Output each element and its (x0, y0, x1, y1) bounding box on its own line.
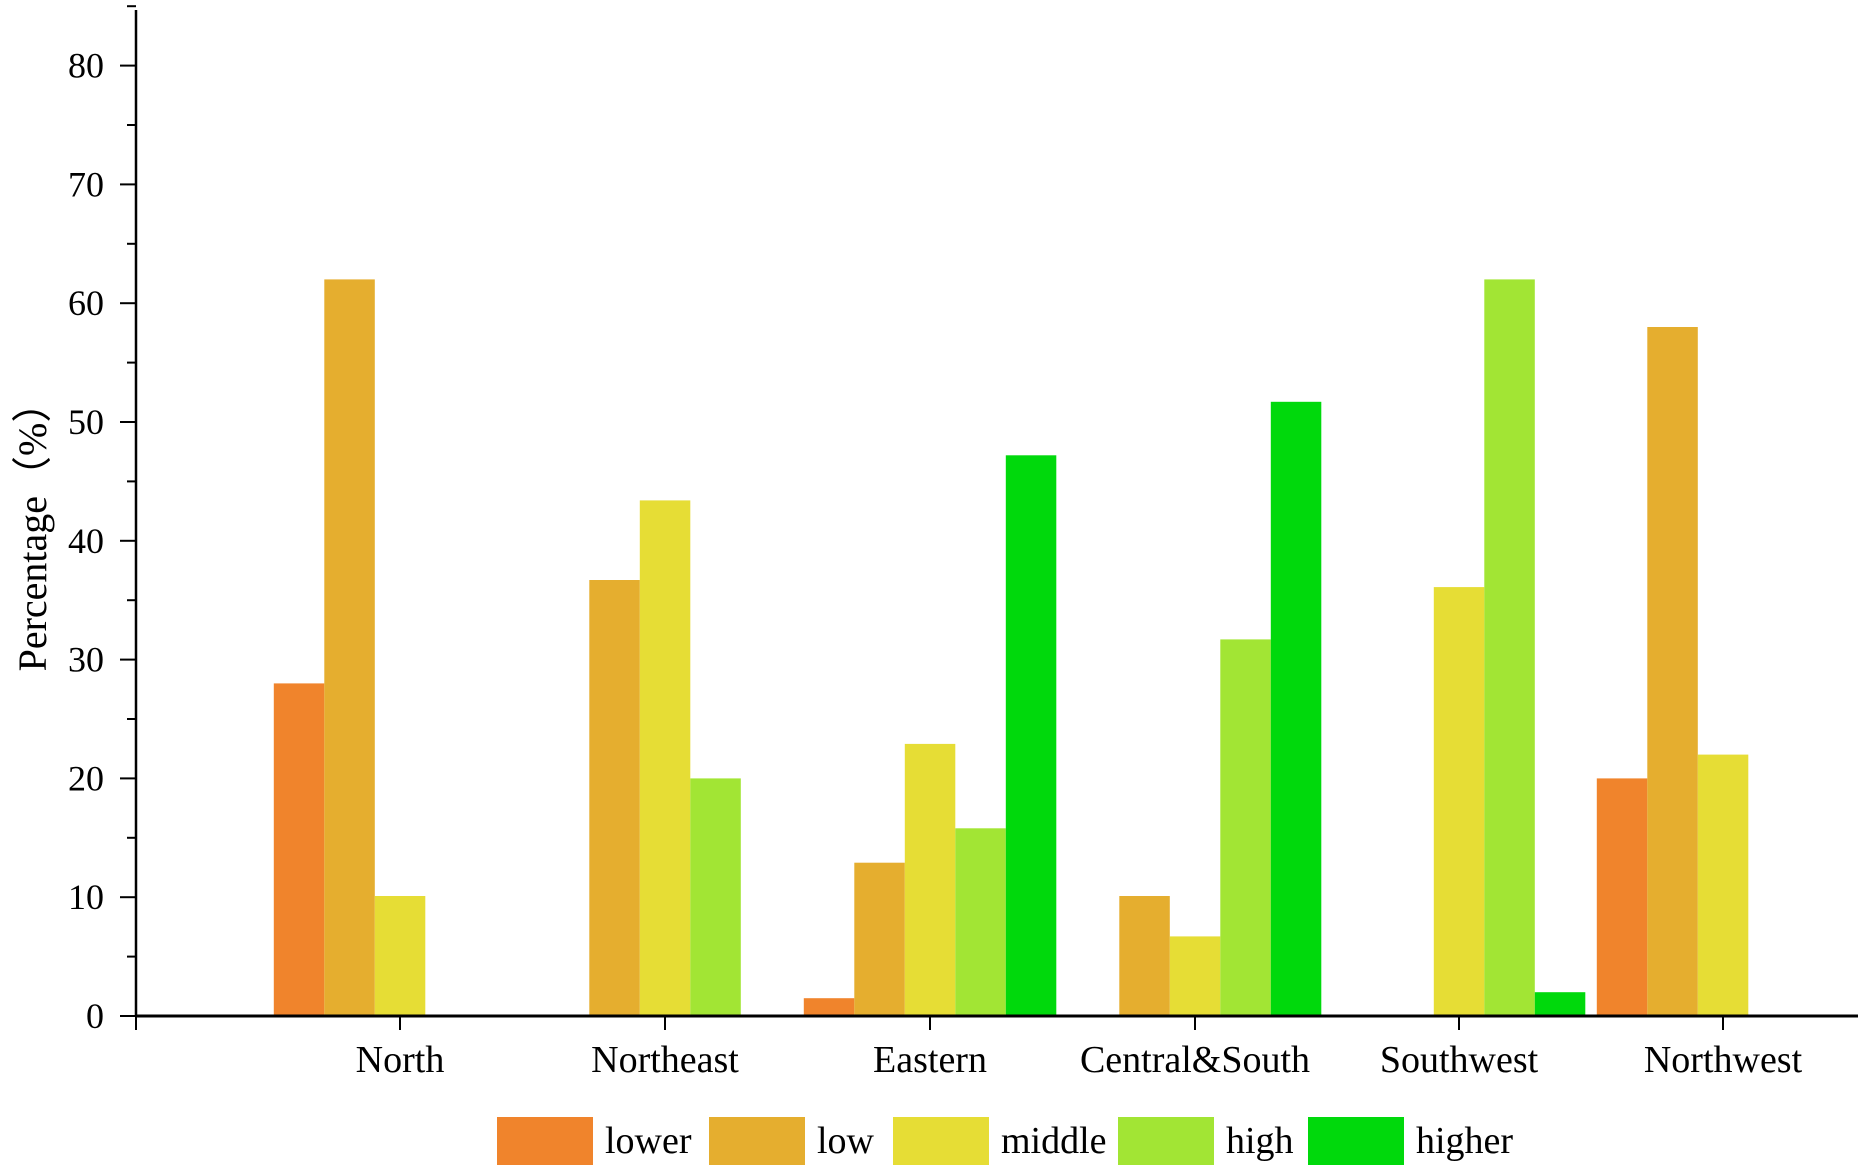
legend-label-low: low (817, 1120, 875, 1162)
bars-layer (273, 279, 1749, 1016)
legend-label-middle: middle (1001, 1120, 1107, 1162)
y-tick-label: 0 (86, 996, 104, 1036)
bar-lower-northwest (1596, 778, 1648, 1016)
y-tick-label: 40 (68, 521, 104, 561)
y-tick-label: 60 (68, 283, 104, 323)
y-tick-label: 50 (68, 402, 104, 442)
x-tick-label-southwest: Southwest (1380, 1039, 1539, 1081)
bar-higher-central-south (1270, 401, 1322, 1016)
legend-swatch-higher (1308, 1117, 1404, 1165)
bar-middle-central-south (1169, 936, 1221, 1016)
legend-swatch-middle (893, 1117, 989, 1165)
x-tick-label-northwest: Northwest (1644, 1039, 1803, 1081)
y-tick-label: 80 (68, 46, 104, 86)
legend-label-higher: higher (1416, 1120, 1513, 1162)
bar-high-eastern (955, 828, 1006, 1016)
axes-layer: 0 10 20 30 40 50 60 70 80 North Northeast Eastern Ce… (10, 5, 1858, 1081)
y-tick-label: 30 (68, 640, 104, 680)
bar-low-northwest (1647, 327, 1698, 1016)
y-tick-label: 20 (68, 758, 104, 798)
x-tick-label-central-south: Central&South (1080, 1039, 1310, 1081)
bar-lower-north (273, 683, 325, 1016)
legend-label-lower: lower (605, 1120, 692, 1162)
bar-middle-north (374, 896, 426, 1016)
x-tick-label-eastern: Eastern (873, 1039, 987, 1081)
legend-item-low: low (709, 1117, 875, 1165)
y-axis-title: Percentage（%） (10, 383, 55, 672)
bar-high-northeast (690, 778, 741, 1016)
bar-middle-eastern (904, 743, 956, 1016)
legend-swatch-low (709, 1117, 805, 1165)
bar-low-central-south (1119, 896, 1170, 1016)
bar-higher-southwest (1534, 992, 1586, 1016)
bar-low-eastern (854, 862, 905, 1016)
bar-high-southwest (1484, 279, 1535, 1016)
bar-lower-eastern (803, 998, 855, 1016)
x-tick-label-northeast: Northeast (591, 1039, 739, 1081)
bar-higher-eastern (1005, 455, 1057, 1016)
legend-swatch-high (1118, 1117, 1214, 1165)
x-tick-label-north: North (356, 1039, 445, 1081)
legend-item-middle: middle (893, 1117, 1107, 1165)
bar-middle-southwest (1433, 587, 1485, 1016)
legend-item-lower: lower (497, 1117, 692, 1165)
bar-middle-northwest (1697, 754, 1749, 1016)
bar-middle-northeast (639, 500, 691, 1016)
y-tick-label: 10 (68, 877, 104, 917)
bar-high-central-south (1220, 639, 1271, 1016)
legend: lower low middle high higher (497, 1117, 1513, 1165)
legend-item-high: high (1118, 1117, 1294, 1165)
legend-swatch-lower (497, 1117, 593, 1165)
bar-low-northeast (589, 580, 640, 1016)
legend-label-high: high (1226, 1120, 1294, 1162)
y-tick-label: 70 (68, 164, 104, 204)
legend-item-higher: higher (1308, 1117, 1513, 1165)
bar-low-north (324, 279, 375, 1016)
